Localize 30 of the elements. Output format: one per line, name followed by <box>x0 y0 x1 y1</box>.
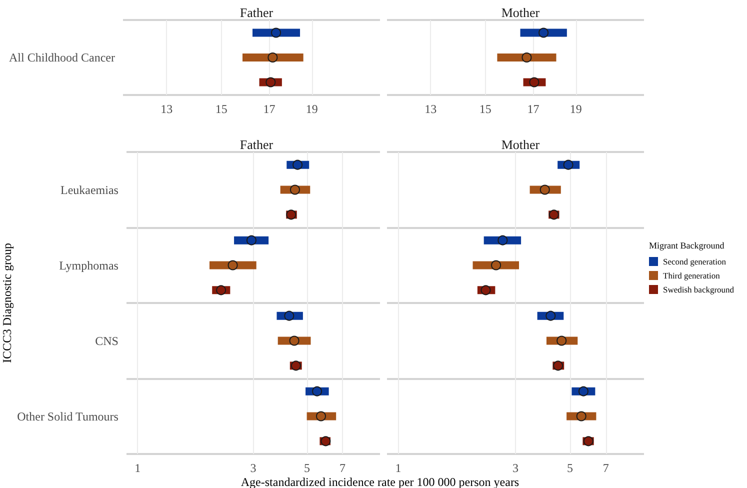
x-tick-label: 17 <box>263 102 276 116</box>
chart-title: Father <box>240 5 274 20</box>
y-axis-title: ICCC3 Diagnostic group <box>0 243 14 363</box>
x-tick-label: 19 <box>306 102 318 116</box>
chart-title: Mother <box>501 137 540 152</box>
x-tick-label: 15 <box>479 102 492 116</box>
x-tick-label: 7 <box>339 461 346 475</box>
legend-label: Second generation <box>663 256 727 266</box>
x-tick-label: 13 <box>160 102 173 116</box>
y-tick-label: Other Solid Tumours <box>17 409 119 424</box>
x-tick-label: 5 <box>567 461 574 475</box>
chart-title: Mother <box>501 5 540 20</box>
x-tick-label: 3 <box>512 461 518 475</box>
x-tick-label: 1 <box>134 461 141 475</box>
chart-title: Father <box>240 137 274 152</box>
x-tick-label: 1 <box>395 461 402 475</box>
y-tick-label: CNS <box>95 334 118 348</box>
x-tick-label: 17 <box>527 102 540 116</box>
legend-label: Swedish background <box>663 284 735 294</box>
legend-title: Migrant Background <box>649 240 725 250</box>
y-tick-label: Leukaemias <box>60 182 119 197</box>
y-tick-label: Lymphomas <box>59 258 119 272</box>
x-tick-label: 3 <box>250 461 256 475</box>
x-tick-label: 13 <box>424 102 437 116</box>
x-tick-label: 5 <box>304 461 310 475</box>
x-tick-label: 19 <box>570 102 582 116</box>
y-tick-label: All Childhood Cancer <box>9 50 116 64</box>
x-tick-label: 7 <box>602 461 609 475</box>
legend-label: Third generation <box>663 270 721 280</box>
x-tick-label: 15 <box>215 102 228 116</box>
